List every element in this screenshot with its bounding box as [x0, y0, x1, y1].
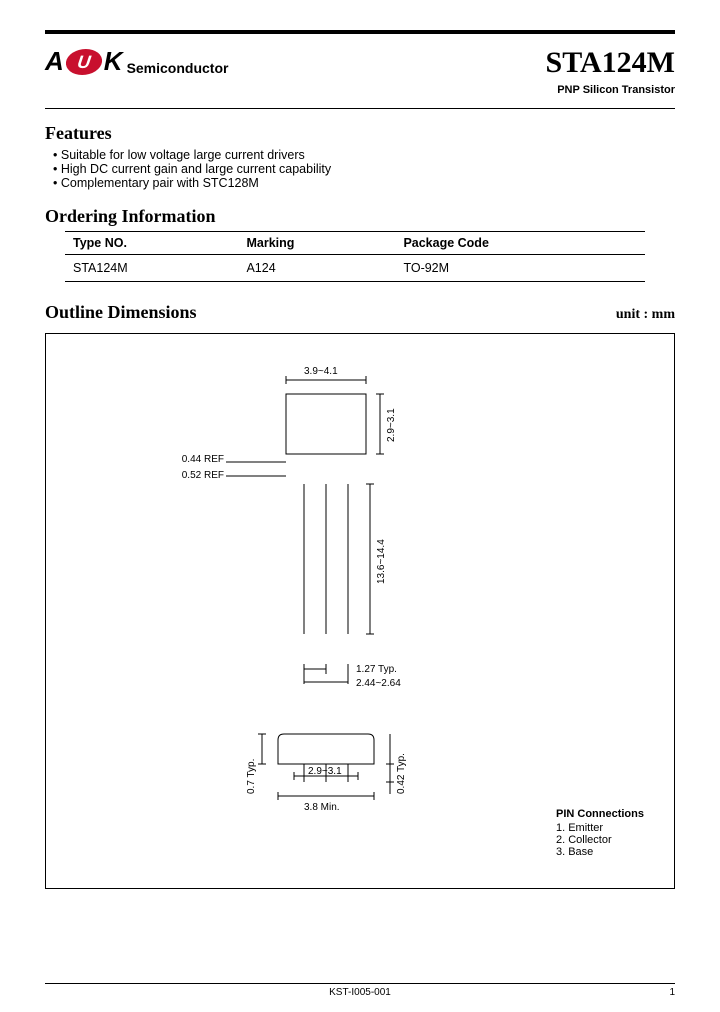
- part-subtitle: PNP Silicon Transistor: [546, 84, 675, 96]
- footer-code: KST-I005-001: [329, 987, 391, 998]
- unit-label: unit : mm: [616, 307, 675, 323]
- dim-body-width: 2.9~3.1: [308, 766, 342, 777]
- dim-body-full: 3.8 Min.: [304, 802, 340, 813]
- company-logo: A U K Semiconductor: [45, 46, 228, 77]
- col-marking: Marking: [238, 232, 395, 255]
- feature-item: Complementary pair with STC128M: [53, 176, 675, 190]
- cell-marking: A124: [238, 255, 395, 282]
- feature-item: High DC current gain and large current c…: [53, 162, 675, 176]
- top-rule: [45, 30, 675, 34]
- pin-item: 2. Collector: [556, 834, 644, 846]
- logo-letter-k: K: [104, 46, 123, 77]
- dim-lead-thick: 0.42 Typ.: [396, 753, 407, 794]
- cell-package: TO-92M: [395, 255, 644, 282]
- header-rule: [45, 108, 675, 109]
- table-row: STA124M A124 TO-92M: [65, 255, 645, 282]
- ordering-table: Type NO. Marking Package Code STA124M A1…: [65, 231, 645, 282]
- outline-header-row: Outline Dimensions unit : mm: [45, 302, 675, 327]
- logo-letter-a: A: [45, 46, 64, 77]
- features-heading: Features: [45, 123, 675, 144]
- col-package: Package Code: [395, 232, 644, 255]
- dim-pitch: 1.27 Typ.: [356, 664, 397, 675]
- col-type-no: Type NO.: [65, 232, 238, 255]
- logo-semiconductor: Semiconductor: [127, 60, 229, 76]
- logo-oval-u: U: [64, 49, 104, 75]
- package-drawing: 3.9~4.1 2.9~3.1 0.44 REF 0.52 REF: [46, 334, 674, 890]
- outline-diagram: 3.9~4.1 2.9~3.1 0.44 REF 0.52 REF: [45, 333, 675, 889]
- pin-connections: PIN Connections 1. Emitter 2. Collector …: [556, 808, 644, 858]
- page: A U K Semiconductor STA124M PNP Silicon …: [0, 0, 720, 1012]
- dim-top-height: 2.9~3.1: [386, 408, 397, 442]
- dim-ref1: 0.44 REF: [182, 454, 224, 465]
- features-list: Suitable for low voltage large current d…: [53, 148, 675, 190]
- part-number: STA124M: [546, 46, 675, 80]
- pin-item: 1. Emitter: [556, 822, 644, 834]
- dim-ref2: 0.52 REF: [182, 470, 224, 481]
- pin-heading: PIN Connections: [556, 808, 644, 820]
- dim-body-thick: 0.7 Typ.: [246, 759, 257, 794]
- dim-pitch-span: 2.44~2.64: [356, 678, 401, 689]
- cell-type-no: STA124M: [65, 255, 238, 282]
- page-footer: KST-I005-001 1: [45, 983, 675, 998]
- outline-heading: Outline Dimensions: [45, 302, 197, 323]
- pin-item: 3. Base: [556, 846, 644, 858]
- feature-item: Suitable for low voltage large current d…: [53, 148, 675, 162]
- dim-top-width: 3.9~4.1: [304, 366, 338, 377]
- ordering-heading: Ordering Information: [45, 206, 675, 227]
- table-header-row: Type NO. Marking Package Code: [65, 232, 645, 255]
- header: A U K Semiconductor STA124M PNP Silicon …: [45, 46, 675, 96]
- page-number: 1: [669, 987, 675, 998]
- dim-lead-length: 13.6~14.4: [376, 539, 387, 584]
- title-block: STA124M PNP Silicon Transistor: [546, 46, 675, 96]
